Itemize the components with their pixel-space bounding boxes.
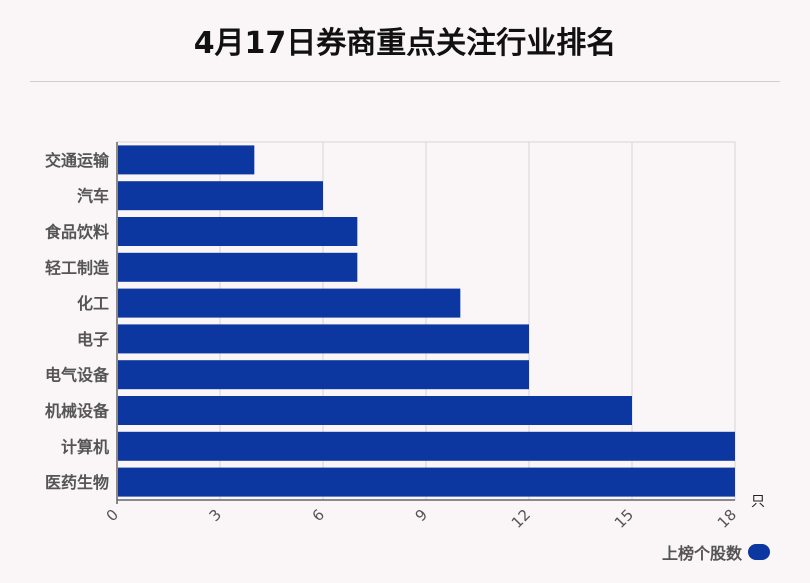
x-tick-labels: 0 3 6 9 12 15 18 (103, 506, 740, 532)
legend[interactable]: 上榜个股数 (662, 540, 770, 564)
x-tick-label: 3 (206, 506, 225, 525)
category-label: 医药生物 (45, 473, 109, 492)
legend-swatch (748, 544, 770, 560)
bars (118, 145, 735, 497)
category-label: 计算机 (61, 437, 109, 456)
x-tick-label: 6 (309, 506, 328, 525)
x-tick-label: 12 (508, 506, 534, 532)
grid-lines (116, 141, 736, 504)
legend-label: 上榜个股数 (661, 544, 742, 563)
category-label: 汽车 (77, 187, 109, 206)
x-tick-label: 0 (103, 506, 122, 525)
bar[interactable] (118, 181, 323, 211)
x-tick-label: 9 (412, 506, 431, 525)
category-label: 轻工制造 (45, 258, 110, 277)
category-label: 食品饮料 (44, 223, 109, 242)
x-tick-label: 18 (714, 506, 740, 532)
bar[interactable] (118, 467, 735, 497)
bar[interactable] (118, 360, 529, 390)
bar[interactable] (118, 396, 632, 425)
bar[interactable] (118, 145, 255, 175)
x-axis-unit: 只 (751, 494, 765, 510)
bar[interactable] (118, 288, 461, 318)
category-label: 机械设备 (45, 402, 110, 421)
category-label: 化工 (77, 294, 109, 313)
chart-title: 4月17日券商重点关注行业排名 (193, 26, 617, 61)
x-tick-label: 15 (611, 506, 637, 532)
category-label: 交通运输 (45, 151, 110, 170)
bar[interactable] (118, 217, 358, 246)
category-label: 电气设备 (45, 366, 110, 385)
category-label: 电子 (77, 330, 109, 349)
title-divider (30, 81, 780, 82)
bar[interactable] (118, 431, 735, 461)
bar[interactable] (118, 324, 529, 354)
bar[interactable] (118, 252, 358, 282)
